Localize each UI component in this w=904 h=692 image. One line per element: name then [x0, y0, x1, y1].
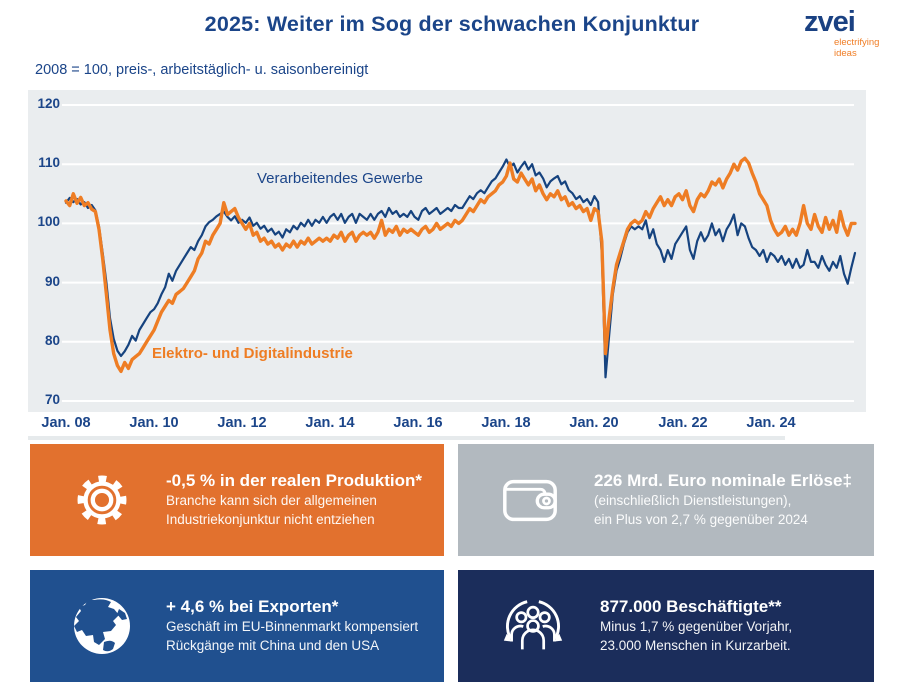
y-axis-label: 70 [44, 392, 60, 407]
y-axis-label: 90 [44, 273, 60, 289]
zvei-logo-tagline: electrifying ideas [834, 37, 890, 60]
globe-icon [70, 594, 134, 658]
card-line: ein Plus von 2,7 % gegenüber 2024 [594, 511, 808, 527]
y-axis-label: 80 [44, 332, 60, 348]
card-employees: 877.000 Beschäftigte** Minus 1,7 % gegen… [458, 570, 874, 682]
x-axis-label: Jan. 24 [746, 415, 796, 431]
card-line: Geschäft im EU-Binnenmarkt kompensiert [166, 618, 419, 634]
card-line: Rückgänge mit China und den USA [166, 637, 380, 653]
y-axis-label: 110 [38, 155, 60, 171]
page-title: 2025: Weiter im Sog der schwachen Konjun… [204, 12, 700, 36]
x-axis-label: Jan. 16 [393, 415, 443, 431]
card-line: Industriekonjunktur nicht entziehen [166, 511, 375, 527]
x-axis-label: Jan. 18 [481, 415, 531, 431]
zvei-logo-wordmark: zvei [804, 6, 856, 38]
zvei-logo: zvei electrifying ideas [804, 8, 890, 60]
x-axis-label: Jan. 22 [658, 415, 708, 431]
card-line: Minus 1,7 % gegenüber Vorjahr, [600, 618, 793, 634]
card-title: 877.000 Beschäftigte** [600, 597, 782, 617]
card-revenue: 226 Mrd. Euro nominale Erlöse‡ (einschli… [458, 444, 874, 556]
card-line: 23.000 Menschen in Kurzarbeit. [600, 637, 791, 653]
card-production: -0,5 % in der realen Produktion* Branche… [30, 444, 444, 556]
series-label-elektro-digitalindustrie: Elektro- und Digitalindustrie [152, 345, 353, 362]
card-exports: + 4,6 % bei Exporten* Geschäft im EU-Bin… [30, 570, 444, 682]
wallet-icon [498, 469, 562, 531]
x-axis-label: Jan. 20 [569, 415, 619, 431]
gear-icon [70, 469, 134, 531]
zvei-logo-tagline-line1: electrifying [834, 37, 880, 48]
card-line: Branche kann sich der allgemeinen [166, 492, 377, 508]
chart-subtitle: 2008 = 100, preis-, arbeitstäglich- u. s… [35, 62, 369, 78]
line-chart-plot-area: 120 110 100 90 80 70 Verarbeitendes Gewerbe E… [28, 90, 866, 412]
y-axis-label: 100 [37, 214, 60, 230]
card-title: + 4,6 % bei Exporten* [166, 597, 339, 617]
y-axis-label: 120 [37, 96, 60, 111]
series-label-verarbeitendes-gewerbe: Verarbeitendes Gewerbe [257, 170, 423, 187]
series-line-0 [64, 158, 857, 379]
chart-baseline-strip [28, 436, 785, 440]
card-title: -0,5 % in der realen Produktion* [166, 471, 423, 491]
x-axis-label: Jan. 14 [305, 415, 355, 431]
kpi-cards: -0,5 % in der realen Produktion* Branche… [30, 444, 874, 682]
x-axis-label: Jan. 12 [217, 415, 267, 431]
line-chart-canvas [62, 104, 857, 402]
people-icon [498, 591, 568, 661]
x-axis: Jan. 08 Jan. 10 Jan. 12 Jan. 14 Jan. 16 Jan. … [28, 413, 866, 435]
x-axis-label: Jan. 10 [129, 415, 179, 431]
card-title: 226 Mrd. Euro nominale Erlöse‡ [594, 471, 852, 491]
card-line: (einschließlich Dienstleistungen), [594, 492, 792, 508]
series-line-1 [64, 156, 857, 374]
x-axis-label: Jan. 08 [41, 415, 91, 431]
zvei-logo-tagline-line2: ideas [834, 47, 857, 59]
